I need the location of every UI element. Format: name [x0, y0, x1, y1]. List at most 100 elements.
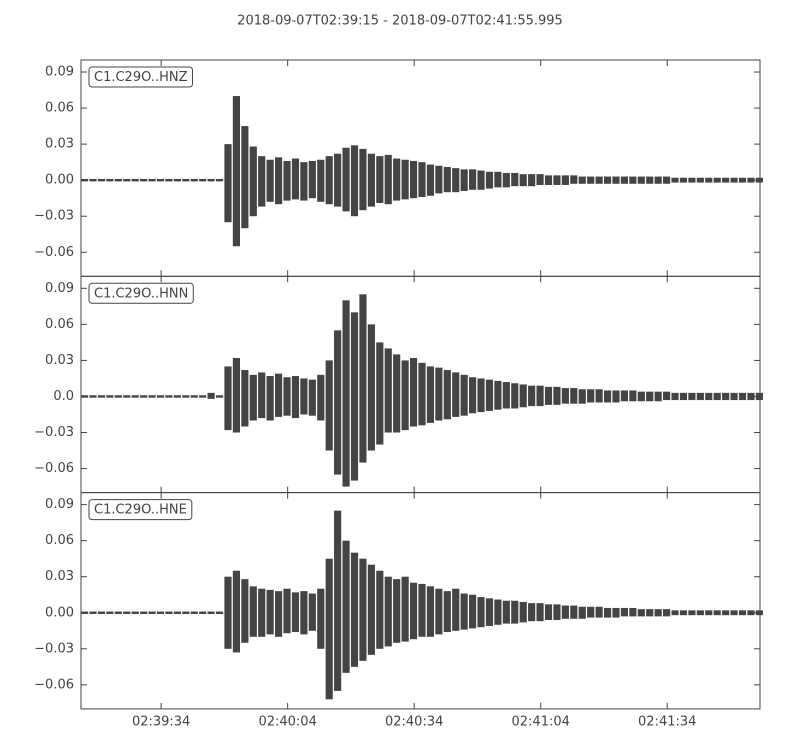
- trace-segment: [249, 374, 257, 421]
- trace-segment: [502, 172, 510, 188]
- trace-segment: [342, 540, 350, 673]
- trace-segment: [131, 395, 139, 398]
- trace-label-text: C1.C29O..HNE: [94, 503, 187, 518]
- trace-segment: [544, 386, 553, 405]
- trace-segment: [730, 610, 738, 616]
- trace-segment: [713, 610, 721, 616]
- trace-segment: [603, 176, 612, 184]
- trace-segment: [528, 385, 536, 407]
- trace-segment: [469, 169, 477, 190]
- trace-segment: [393, 354, 401, 433]
- trace-segment: [384, 576, 392, 647]
- trace-segment: [106, 178, 114, 182]
- trace-segment: [494, 380, 502, 410]
- trace-segment: [485, 171, 494, 189]
- trace-segment: [426, 366, 435, 423]
- axes-frame: [80, 492, 761, 710]
- trace-segment: [663, 391, 671, 401]
- trace-label: C1.C29O..HNE: [88, 499, 193, 521]
- trace-segment: [620, 390, 629, 402]
- trace-segment: [384, 348, 392, 433]
- trace-segment: [494, 599, 502, 625]
- trace-segment: [89, 611, 97, 614]
- trace-segment: [359, 148, 367, 211]
- trace-segment: [190, 178, 198, 182]
- trace-segment: [215, 395, 224, 398]
- trace-segment: [722, 392, 730, 401]
- trace-segment: [553, 175, 561, 185]
- trace-segment: [123, 611, 131, 614]
- trace-segment: [199, 611, 207, 614]
- trace-segment: [283, 160, 291, 201]
- trace-segment: [199, 395, 207, 398]
- trace-segment: [140, 178, 148, 182]
- trace-segment: [671, 610, 679, 616]
- trace-segment: [123, 178, 131, 182]
- y-tick-label: 0.03: [45, 137, 74, 152]
- trace-segment: [291, 592, 300, 632]
- trace-segment: [148, 395, 156, 398]
- trace-segment: [258, 588, 266, 637]
- trace-segment: [460, 169, 468, 191]
- trace-segment: [536, 603, 544, 622]
- trace-segment: [300, 162, 308, 201]
- trace-segment: [477, 378, 485, 413]
- trace-segment: [561, 605, 569, 619]
- trace-segment: [713, 392, 721, 401]
- trace-segment: [190, 395, 198, 398]
- trace-segment: [148, 178, 156, 182]
- trace-segment: [140, 611, 148, 614]
- y-tick-label: 0.00: [45, 605, 74, 620]
- trace-segment: [393, 579, 401, 643]
- trace-segment: [317, 159, 325, 202]
- trace-segment: [418, 162, 426, 197]
- trace-segment: [528, 174, 536, 187]
- trace-segment: [452, 372, 460, 417]
- trace-segment: [485, 379, 494, 411]
- trace-segment: [435, 367, 443, 421]
- trace-segment: [241, 579, 249, 643]
- trace-segment: [705, 392, 713, 401]
- trace-segment: [654, 609, 662, 617]
- trace-segment: [123, 395, 131, 398]
- trace-segment: [215, 611, 224, 614]
- y-tick-label: 0.09: [45, 281, 74, 296]
- trace-segment: [485, 598, 494, 626]
- trace-segment: [97, 178, 106, 182]
- trace-segment: [106, 395, 114, 398]
- trace-segment: [536, 385, 544, 407]
- trace-segment: [165, 611, 173, 614]
- y-tick-label: −0.03: [34, 641, 74, 656]
- trace-segment: [578, 176, 586, 184]
- trace-segment: [553, 386, 561, 405]
- trace-segment: [688, 610, 696, 616]
- trace-segment: [376, 342, 384, 445]
- trace-segment: [730, 177, 738, 183]
- trace-segment: [553, 604, 561, 620]
- trace-segment: [477, 170, 485, 190]
- trace-segment: [224, 366, 232, 431]
- trace-segment: [679, 177, 688, 183]
- trace-segment: [629, 390, 637, 402]
- trace-segment: [275, 373, 283, 417]
- trace-segment: [612, 607, 620, 618]
- trace-segment: [688, 392, 696, 401]
- trace-segment: [367, 324, 375, 451]
- trace-segment: [646, 176, 654, 184]
- trace-segment: [376, 570, 384, 649]
- trace-segment: [595, 606, 603, 618]
- trace-segment: [629, 607, 637, 617]
- trace-segment: [89, 395, 97, 398]
- trace-segment: [654, 391, 662, 402]
- y-tick-label: 0.00: [45, 173, 74, 188]
- trace-segment: [401, 576, 409, 642]
- trace-segment: [334, 330, 342, 475]
- trace-label-box: [88, 66, 193, 88]
- x-tick-label: 02:41:04: [512, 714, 570, 729]
- trace-segment: [258, 372, 266, 419]
- y-tick-label: 0.06: [45, 533, 74, 548]
- trace-segment: [308, 160, 316, 199]
- trace-segment: [182, 178, 190, 182]
- trace-segment: [511, 383, 519, 409]
- y-tick-label: 0.03: [45, 569, 74, 584]
